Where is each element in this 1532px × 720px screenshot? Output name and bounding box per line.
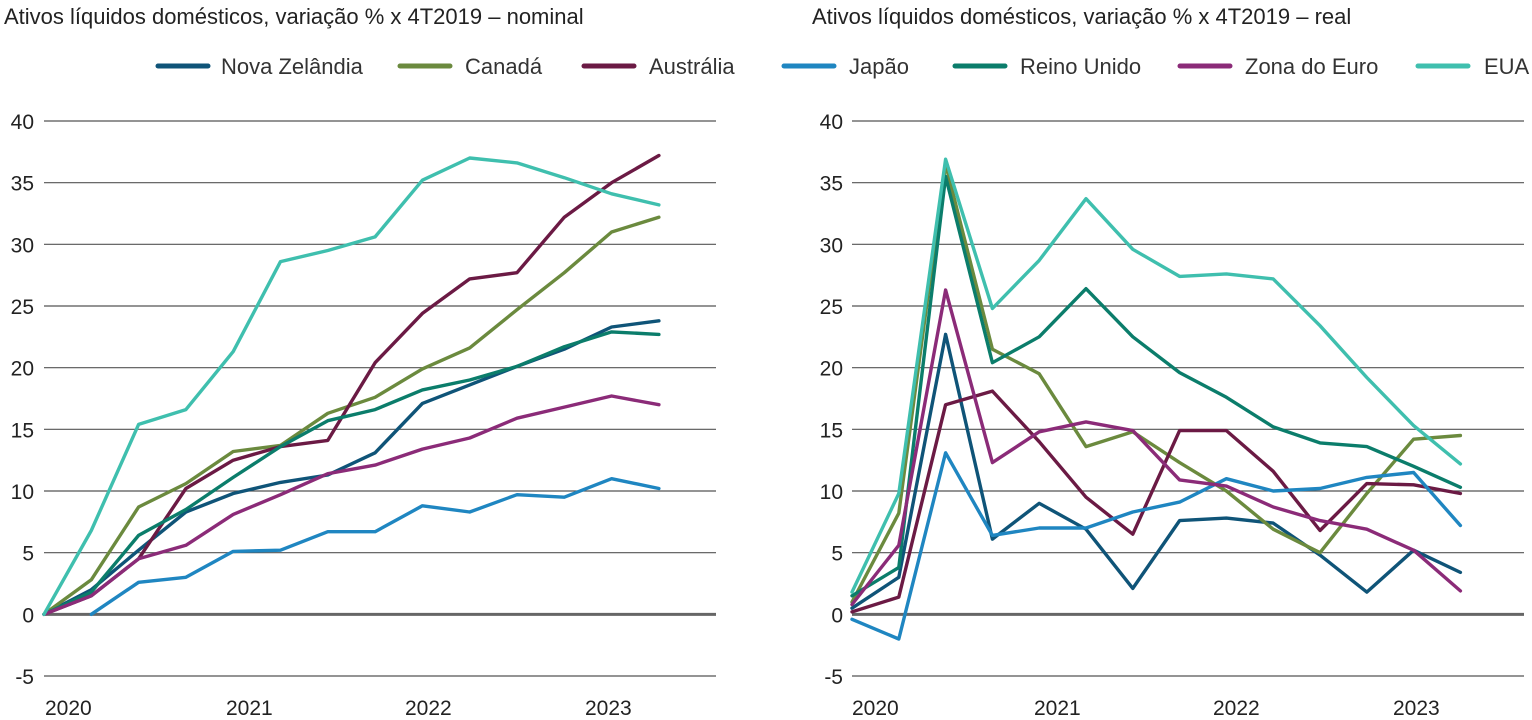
legend-label: Nova Zelândia [221, 54, 364, 79]
chart-title-nominal: Ativos líquidos domésticos, variação % x… [4, 4, 584, 29]
x-tick-label: 2023 [585, 697, 632, 720]
series-line-australia [850, 389, 1463, 614]
series-line-canada [42, 215, 661, 616]
series-line-australia [42, 153, 661, 616]
y-tick-label: 10 [11, 481, 34, 504]
legend-item-australia: Austrália [581, 54, 735, 79]
legend-label: Austrália [649, 54, 735, 79]
x-tick-label: 2020 [45, 697, 92, 720]
y-tick-label: 30 [820, 234, 843, 257]
y-tick-label: 25 [11, 296, 34, 319]
x-tick-label: 2021 [226, 697, 273, 720]
x-tick-label: 2022 [405, 697, 452, 720]
y-tick-label: 0 [22, 604, 34, 627]
x-tick-label: 2021 [1034, 697, 1081, 720]
series-line-canada [850, 162, 1463, 604]
legend-item-reino-unido: Reino Unido [952, 54, 1141, 79]
y-tick-label: 20 [820, 358, 843, 381]
series-line-nova-zelandia [850, 332, 1463, 610]
y-tick-label: -5 [15, 666, 34, 689]
y-tick-label: 40 [11, 111, 34, 134]
y-tick-label: 10 [820, 481, 843, 504]
legend-label: Reino Unido [1020, 54, 1141, 79]
y-tick-label: -5 [824, 666, 843, 689]
legend-label: Japão [849, 54, 909, 79]
legend-item-eua: EUA [1415, 54, 1530, 79]
y-tick-label: 35 [820, 173, 843, 196]
chart-title-real: Ativos líquidos domésticos, variação % x… [812, 4, 1351, 29]
legend-label: EUA [1484, 54, 1530, 79]
series-line-eua [850, 157, 1463, 594]
gridlines [44, 120, 716, 677]
legend: Nova Zelândia Canadá Austrália Japão Reino U… [155, 54, 1530, 79]
chart-panel-nominal: 40 35 30 25 20 15 10 5 0 -5 2020 2021 2022 2023 [11, 111, 716, 720]
x-tick-label: 2023 [1393, 697, 1440, 720]
legend-item-canada: Canadá [397, 54, 543, 79]
y-tick-label: 35 [11, 173, 34, 196]
y-tick-label: 30 [11, 234, 34, 257]
legend-item-nova-zelandia: Nova Zelândia [155, 54, 364, 79]
x-tick-label: 2020 [852, 697, 899, 720]
y-tick-label: 15 [11, 419, 34, 442]
y-tick-label: 0 [831, 604, 843, 627]
series-line-japao [89, 477, 661, 616]
y-tick-label: 20 [11, 358, 34, 381]
series-line-nova-zelandia [42, 319, 661, 616]
y-tick-label: 5 [22, 543, 34, 566]
chart-panel-real: 40 35 30 25 20 15 10 5 0 -5 2020 2021 2022 2023 [820, 111, 1524, 720]
y-tick-label: 25 [820, 296, 843, 319]
legend-label: Canadá [465, 54, 543, 79]
series-line-zona-do-euro [850, 288, 1463, 607]
y-tick-label: 5 [831, 543, 843, 566]
series-line-japao [850, 451, 1463, 641]
series-line-reino-unido [850, 174, 1463, 598]
series-line-zona-do-euro [42, 394, 661, 616]
x-tick-label: 2022 [1213, 697, 1260, 720]
series-line-eua [42, 156, 661, 616]
series-line-reino-unido [42, 330, 661, 616]
y-tick-label: 15 [820, 419, 843, 442]
legend-label: Zona do Euro [1245, 54, 1378, 79]
y-tick-label: 40 [820, 111, 843, 134]
legend-item-japao: Japão [781, 54, 909, 79]
gridlines [852, 120, 1524, 677]
legend-item-zona-do-euro: Zona do Euro [1177, 54, 1378, 79]
